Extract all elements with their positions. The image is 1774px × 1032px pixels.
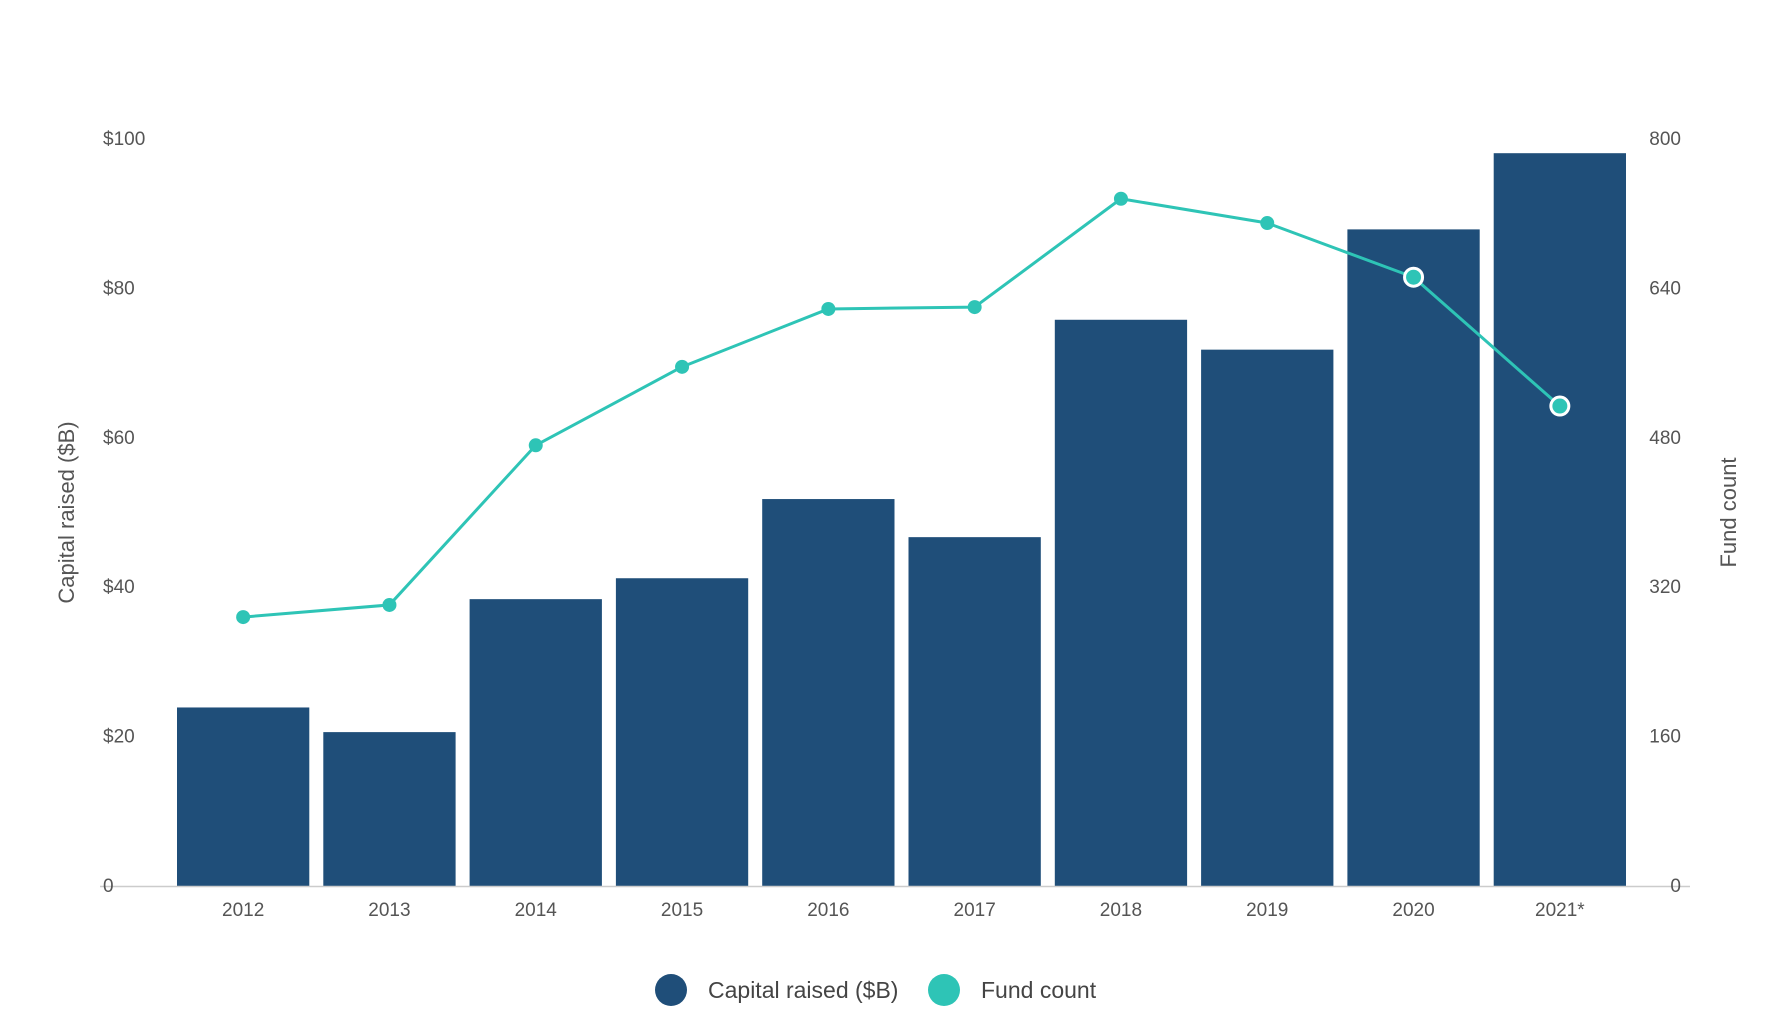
x-tick-label: 2019 — [1246, 900, 1288, 921]
right-axis-title: Fund count — [1716, 457, 1741, 567]
left-axis-ticks: 0 $20 $40 $60 $80 $100 — [103, 129, 145, 897]
bar-2015[interactable] — [615, 578, 749, 886]
legend: Capital raised ($B) Fund count — [655, 974, 1097, 1006]
bar-2021[interactable] — [1493, 153, 1626, 886]
right-axis-ticks: 0 160 320 480 640 800 — [1649, 129, 1681, 897]
fund-count-point-2012[interactable] — [236, 610, 251, 625]
right-tick-label: 0 — [1670, 876, 1681, 897]
line-layer — [236, 191, 1571, 625]
bar-2019[interactable] — [1201, 349, 1334, 886]
left-tick-label: $20 — [103, 727, 135, 748]
right-tick-label: 320 — [1649, 577, 1681, 598]
x-tick-label: 2021* — [1535, 900, 1585, 921]
fund-count-point-2015[interactable] — [675, 359, 690, 374]
legend-marker-fund-count[interactable] — [928, 974, 960, 1006]
bar-2012[interactable] — [177, 707, 310, 886]
fund-count-point-2021[interactable] — [1549, 395, 1571, 417]
bar-2017[interactable] — [908, 537, 1041, 886]
bar-2014[interactable] — [469, 599, 602, 886]
fund-count-point-2020[interactable] — [1403, 266, 1425, 288]
left-axis-title: Capital raised ($B) — [54, 421, 79, 603]
bar-2018[interactable] — [1054, 319, 1188, 886]
right-tick-label: 800 — [1649, 129, 1681, 150]
bar-2020[interactable] — [1347, 229, 1480, 887]
fund-count-point-2014[interactable] — [528, 438, 543, 453]
x-tick-label: 2012 — [222, 900, 264, 921]
x-tick-label: 2020 — [1392, 900, 1434, 921]
legend-marker-capital[interactable] — [655, 974, 687, 1006]
x-tick-label: 2017 — [954, 900, 996, 921]
right-tick-label: 640 — [1649, 278, 1681, 299]
x-tick-label: 2013 — [368, 900, 410, 921]
fund-count-point-2016[interactable] — [821, 301, 836, 316]
fund-count-line — [243, 197, 1561, 619]
left-tick-label: 0 — [103, 876, 114, 897]
right-tick-label: 160 — [1649, 727, 1681, 748]
left-tick-label: $60 — [103, 428, 135, 449]
legend-label-capital[interactable]: Capital raised ($B) — [708, 977, 898, 1003]
left-tick-label: $100 — [103, 129, 145, 150]
x-axis-ticks: 2012 2013 2014 2015 2016 2017 2018 2019 2020 2021… — [222, 900, 1585, 921]
left-tick-label: $40 — [103, 577, 135, 598]
left-tick-label: $80 — [103, 278, 135, 299]
right-tick-label: 480 — [1649, 428, 1681, 449]
fund-count-point-2019[interactable] — [1260, 216, 1275, 231]
bar-2016[interactable] — [762, 499, 895, 886]
x-tick-label: 2018 — [1100, 900, 1142, 921]
bar-2013[interactable] — [323, 732, 456, 886]
fund-count-point-2017[interactable] — [967, 300, 982, 315]
fund-count-point-2013[interactable] — [382, 597, 397, 612]
x-tick-label: 2015 — [661, 900, 703, 921]
legend-label-fund-count[interactable]: Fund count — [981, 977, 1097, 1003]
x-tick-label: 2014 — [515, 900, 558, 921]
bars-layer — [177, 153, 1626, 887]
fund-count-point-2018[interactable] — [1113, 191, 1128, 206]
x-tick-label: 2016 — [807, 900, 849, 921]
